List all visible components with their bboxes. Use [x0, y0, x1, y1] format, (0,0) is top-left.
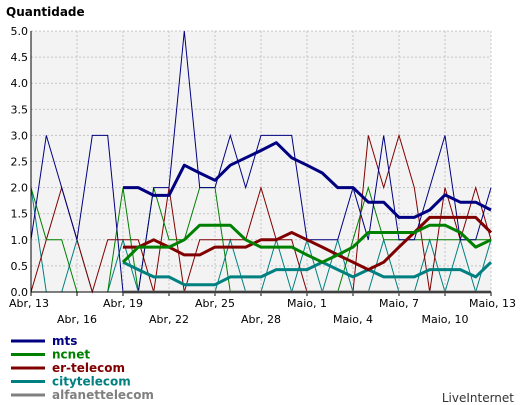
x-tick-label: Maio, 13	[469, 297, 516, 310]
y-tick-label: 2.5	[11, 156, 29, 169]
x-tick-label: Abr, 25	[195, 297, 235, 310]
y-tick-label: 0.0	[11, 286, 29, 299]
series-raw-er-telecom	[30, 133, 492, 294]
series-avg-ncnet	[121, 223, 492, 264]
legend-label-citytelecom: citytelecom	[52, 375, 131, 389]
series-avg-mts	[123, 141, 492, 219]
y-tick-label: 4.5	[11, 51, 29, 64]
x-tick-label: Maio, 1	[287, 297, 327, 310]
legend: mtsncneter-telecomcitytelecomalfanettele…	[11, 334, 154, 402]
y-tick-label: 5.0	[11, 25, 29, 38]
x-tick-label: Maio, 7	[379, 297, 419, 310]
y-tick-label: 1.5	[11, 208, 29, 221]
legend-label-ncnet: ncnet	[52, 348, 90, 362]
credit-label: LiveInternet	[442, 391, 514, 405]
y-tick-label: 2.0	[11, 182, 29, 195]
x-axis: Abr, 13 Abr, 16 Abr, 19 Abr, 22 Abr, 25 Abr, …	[9, 292, 516, 326]
chart-title: Quantidade	[6, 5, 85, 19]
x-tick-label: Abr, 16	[57, 313, 97, 326]
x-tick-label: Abr, 13	[9, 297, 49, 310]
x-tick-label: Abr, 19	[103, 297, 143, 310]
y-tick-label: 0.5	[11, 260, 29, 273]
x-tick-label: Maio, 4	[333, 313, 373, 326]
x-tick-label: Abr, 28	[241, 313, 281, 326]
y-axis: 0.0 0.5 1.0 1.5 2.0 2.5 3.0 3.5 4.0 4.5 5.0	[11, 25, 29, 299]
series-avg-er-telecom	[123, 215, 493, 272]
series-raw-mts	[30, 30, 492, 293]
y-tick-label: 4.0	[11, 77, 29, 90]
y-tick-label: 1.0	[11, 234, 29, 247]
legend-label-alfanettelecom: alfanettelecom	[52, 388, 154, 402]
series-avg-citytelecom	[122, 260, 493, 287]
x-tick-label: Abr, 22	[149, 313, 189, 326]
legend-label-er-telecom: er-telecom	[52, 361, 125, 375]
legend-label-mts: mts	[52, 334, 77, 348]
y-tick-label: 3.5	[11, 103, 29, 116]
y-tick-label: 3.0	[11, 129, 29, 142]
x-tick-label: Maio, 10	[421, 313, 468, 326]
